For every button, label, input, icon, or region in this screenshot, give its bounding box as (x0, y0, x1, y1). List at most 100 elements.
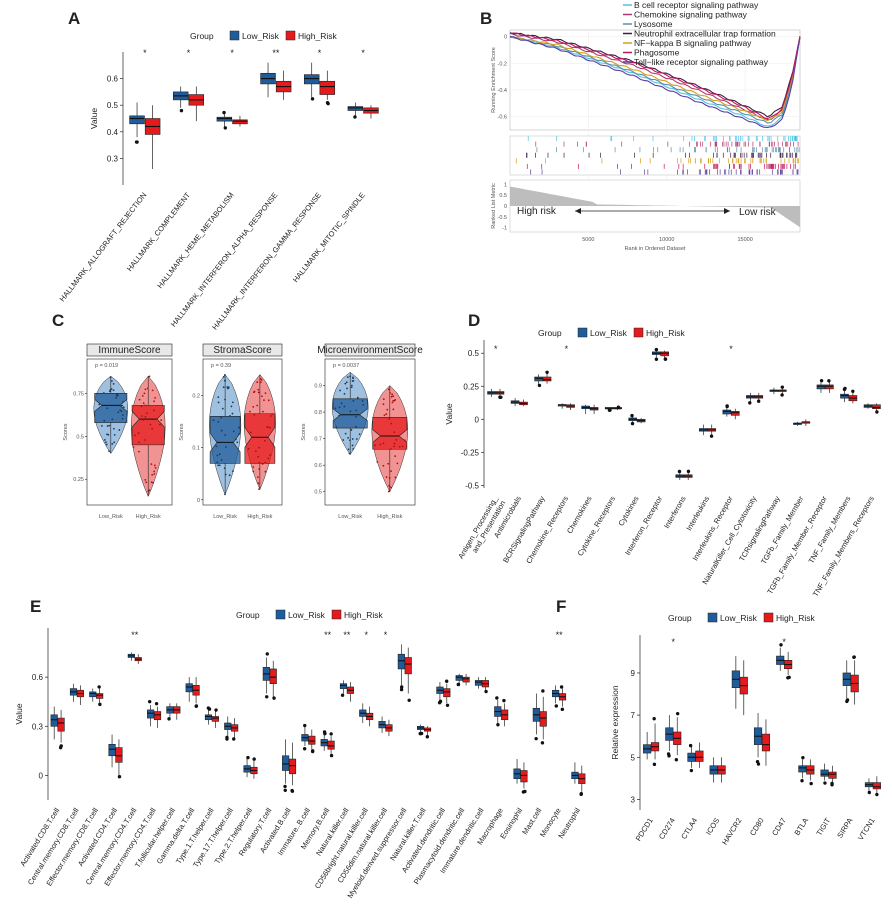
outlier-point (867, 790, 872, 795)
x-tick-label: HAVCR2 (720, 816, 743, 846)
jitter-point (393, 431, 396, 434)
jitter-point (224, 446, 227, 448)
y-axis-title: Scores (301, 423, 307, 440)
y2-tick-label: 1 (504, 182, 507, 188)
jitter-point (141, 394, 144, 397)
y-tick-label: 0.8 (314, 410, 322, 416)
legend-label-high-risk: High_Risk (776, 613, 815, 623)
significance-mark: * (143, 48, 147, 58)
jitter-point (350, 386, 353, 389)
x-tick-label: SIRPA (835, 816, 854, 839)
jitter-point (217, 464, 220, 467)
jitter-point (112, 383, 115, 385)
jitter-point (110, 380, 113, 382)
jitter-point (358, 433, 361, 436)
jitter-point (269, 454, 271, 456)
facet-strip (324, 343, 416, 357)
jitter-point (234, 438, 237, 441)
x-tick-label: High_Risk (377, 514, 402, 520)
y2-tick-label: 0.5 (499, 193, 507, 199)
legend-swatch-high-risk (763, 612, 774, 623)
jitter-point (151, 473, 154, 476)
jitter-point (217, 396, 220, 399)
jitter-point (216, 454, 219, 457)
outlier-point (607, 408, 612, 412)
jitter-point (144, 439, 146, 441)
outlier-point (688, 743, 693, 748)
outlier-point (689, 768, 694, 773)
outlier-point (407, 698, 411, 702)
jitter-point (144, 415, 147, 418)
jitter-point (112, 427, 115, 430)
jitter-point (104, 441, 107, 444)
outlier-point (329, 753, 334, 758)
jitter-point (122, 414, 124, 416)
panel-label-c: C (52, 311, 64, 330)
y-tick-label: 0.9 (314, 384, 322, 390)
outlier-point (419, 731, 424, 736)
x-tick-label: High_Risk (247, 514, 272, 520)
jitter-point (150, 463, 153, 466)
significance-mark: * (565, 344, 569, 354)
jitter-point (148, 489, 151, 492)
outlier-point (674, 758, 679, 762)
box-low-risk (303, 74, 320, 85)
outlier-point (325, 101, 330, 105)
x-tick-label: Chemokine_Receptors (524, 494, 570, 565)
box-high-risk (542, 376, 552, 382)
jitter-point (218, 464, 221, 467)
jitter-point (223, 379, 226, 382)
enrichment-line-0 (510, 36, 801, 127)
legend-label: NF−kappa B signaling pathway (634, 38, 752, 48)
jitter-point (146, 412, 148, 415)
jitter-point (228, 474, 231, 477)
jitter-point (391, 401, 394, 404)
jitter-point (106, 407, 109, 410)
box-low-risk (347, 106, 364, 111)
y-tick-label: 0.3 (107, 154, 119, 163)
jitter-point (137, 432, 140, 435)
legend-label-low-risk: Low_Risk (590, 328, 628, 338)
significance-mark: * (782, 637, 786, 647)
outlier-point (265, 695, 269, 699)
notched-box (372, 417, 408, 450)
outlier-point (654, 357, 659, 362)
jitter-point (150, 481, 153, 484)
jitter-point (264, 392, 267, 395)
y2-tick-label: -0.5 (498, 215, 507, 221)
jitter-point (267, 457, 270, 460)
y-tick-label: 0.6 (32, 673, 44, 682)
jitter-point (388, 418, 391, 420)
outlier-point (843, 386, 847, 391)
x-tick-label: 15000 (737, 237, 752, 243)
box-high-risk (660, 351, 669, 357)
legend-label: Toll−like receptor signaling pathway (634, 57, 769, 67)
jitter-point (254, 450, 257, 453)
outlier-point (283, 784, 287, 789)
jitter-point (144, 388, 147, 391)
jitter-point (212, 419, 215, 422)
jitter-point (113, 441, 116, 444)
box-low-risk (216, 116, 233, 122)
plot-frame (324, 358, 416, 506)
x-tick-label: Low_Risk (99, 514, 123, 520)
outlier-point (194, 704, 198, 708)
y-tick-label: 0.5 (107, 101, 119, 110)
box-low-risk (204, 714, 213, 721)
outlier-point (545, 370, 549, 374)
jitter-point (349, 375, 352, 378)
jitter-point (267, 399, 270, 402)
y-axis-title: Scores (63, 423, 69, 440)
outlier-point (232, 737, 236, 741)
jitter-point (249, 410, 251, 413)
jitter-point (355, 438, 358, 440)
box-high-risk (539, 711, 547, 727)
outlier-point (523, 789, 527, 794)
outlier-point (310, 97, 315, 101)
x-tick-label: ICOS (704, 816, 721, 836)
jitter-point (392, 408, 395, 411)
jitter-point (153, 400, 155, 403)
y-tick-label: -0.5 (465, 481, 479, 490)
jitter-point (398, 445, 401, 448)
significance-mark: * (361, 48, 365, 58)
